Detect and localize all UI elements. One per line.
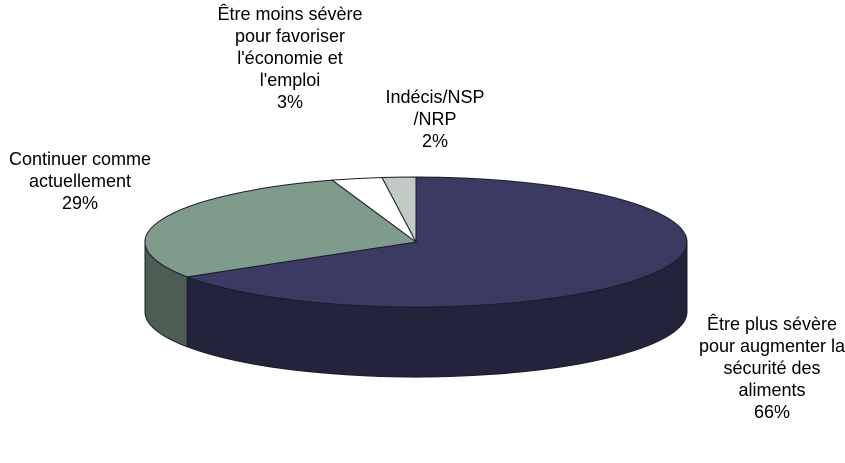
slice-label: Être moins sévère pour favoriser l'écono… [212,3,368,113]
category-label: Être plus sévère pour augmenter la sécur… [698,314,845,400]
category-label: Être moins sévère pour favoriser l'écono… [217,4,363,90]
value-label: 2% [421,131,448,151]
value-label: 66% [753,402,791,422]
slice [144,179,418,278]
slice-label: Continuer comme actuellement 29% [5,148,155,214]
slice [185,176,688,308]
category-label: Indécis/NSP /NRP [385,87,485,129]
category-label: Continuer comme actuellement [8,149,152,191]
slice-label: Être plus sévère pour augmenter la sécur… [697,313,845,423]
slice-label: Indécis/NSP /NRP 2% [370,86,500,152]
value-label: 29% [61,193,99,213]
value-label: 3% [276,92,303,112]
slice [381,176,417,243]
